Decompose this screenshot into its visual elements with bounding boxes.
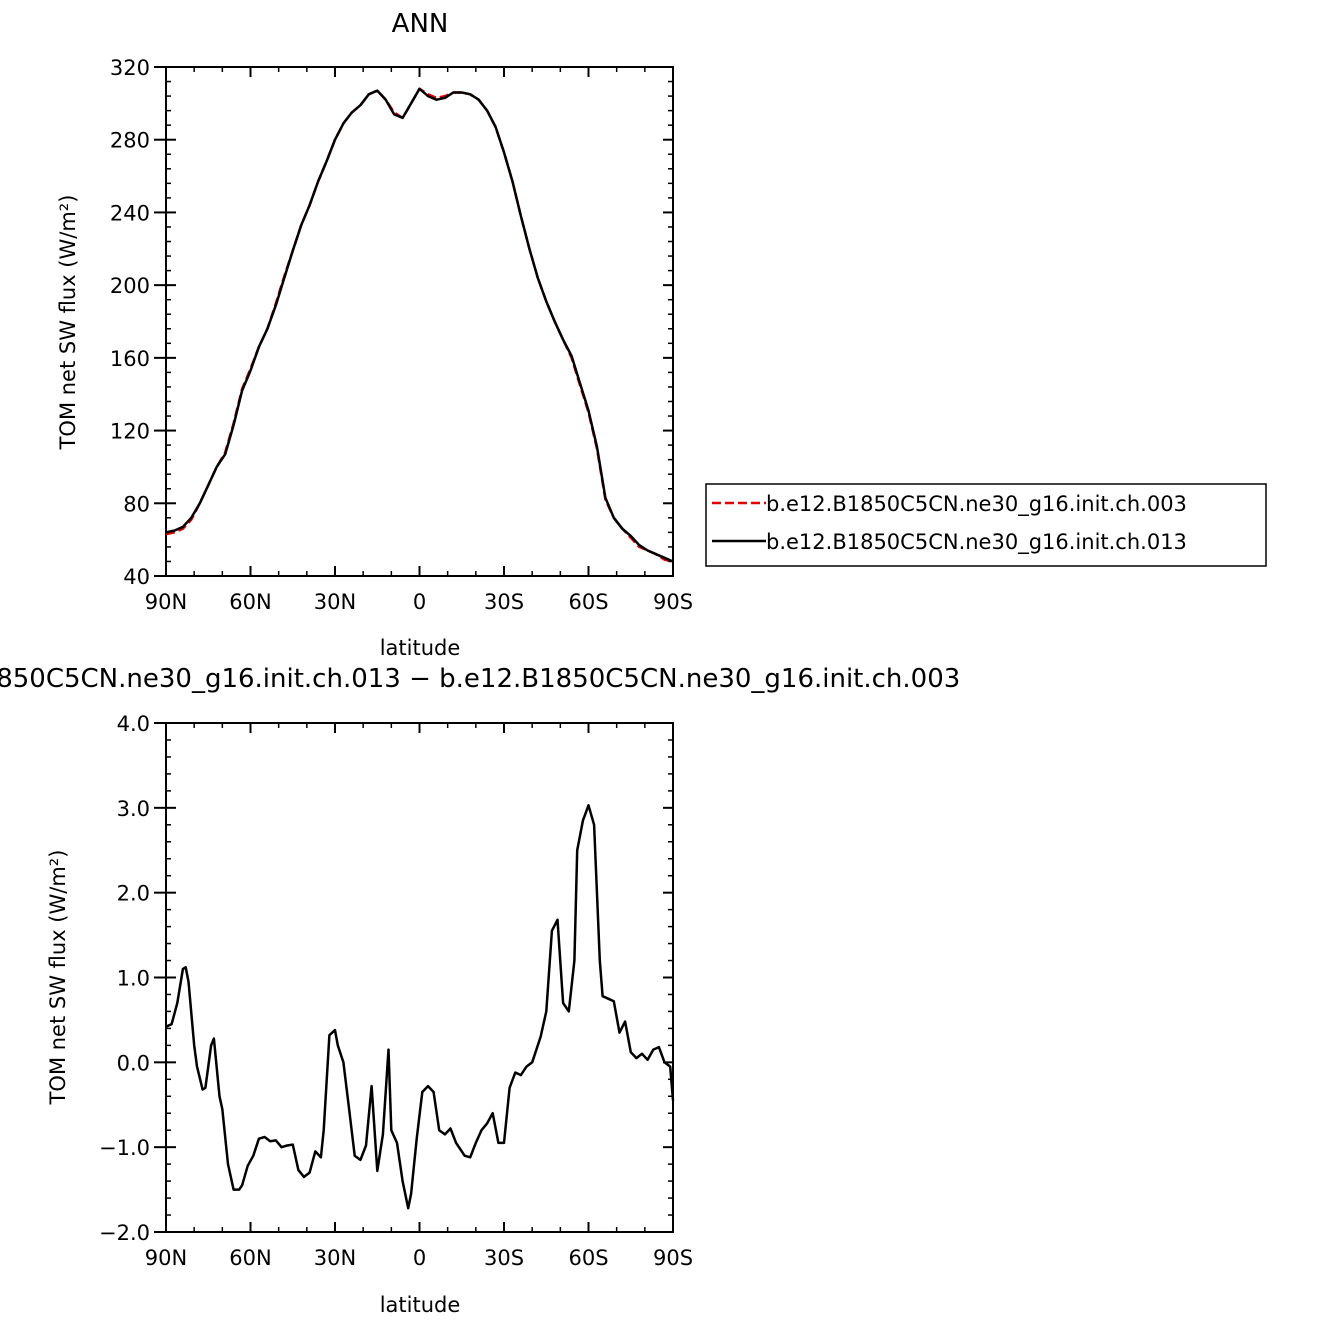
bottom-y-axis-label: TOM net SW flux (W/m²) xyxy=(46,850,70,1106)
bottom-y-tick-label: 4.0 xyxy=(117,712,150,736)
top-x-tick-label: 0 xyxy=(413,590,426,614)
top-ticks: 90N 60N 30N 0 30S 60S 90S 40 80 120 160 200 240 280 32… xyxy=(110,56,693,614)
top-series-line-1 xyxy=(165,87,674,563)
bottom-chart: b.e12.B1850C5CN.ne30_g16.init.ch.013 − b… xyxy=(0,664,960,1317)
top-y-tick-label: 320 xyxy=(110,56,150,80)
top-y-tick-label: 40 xyxy=(123,565,150,589)
top-lines xyxy=(165,87,674,563)
bottom-ticks: 90N 60N 30N 0 30S 60S 90S −2.0 −1.0 0.0 1.0 2.0 3.0 4… xyxy=(99,712,693,1270)
legend-label-series-1: b.e12.B1850C5CN.ne30_g16.init.ch.003 xyxy=(766,492,1187,517)
top-x-tick-label: 90N xyxy=(145,590,187,614)
top-chart-title: ANN xyxy=(392,9,449,39)
bottom-x-tick-label: 90S xyxy=(653,1246,693,1270)
legend-label-series-2: b.e12.B1850C5CN.ne30_g16.init.ch.013 xyxy=(766,530,1187,555)
bottom-y-tick-label: 2.0 xyxy=(117,882,150,906)
bottom-x-tick-label: 30N xyxy=(314,1246,356,1270)
top-x-tick-label: 60N xyxy=(229,590,271,614)
top-plot-frame xyxy=(165,66,674,577)
top-x-axis-label: latitude xyxy=(380,636,461,660)
top-y-tick-label: 160 xyxy=(110,347,150,371)
top-x-tick-label: 30N xyxy=(314,590,356,614)
legend-box xyxy=(705,483,1267,567)
bottom-y-tick-label: 1.0 xyxy=(117,967,150,991)
bottom-x-tick-label: 0 xyxy=(413,1246,426,1270)
bottom-x-tick-label: 30S xyxy=(484,1246,524,1270)
bottom-x-tick-label: 60S xyxy=(568,1246,608,1270)
top-y-tick-label: 200 xyxy=(110,274,150,298)
bottom-series-line-1 xyxy=(165,804,675,1210)
top-y-tick-label: 280 xyxy=(110,129,150,153)
bottom-y-tick-label: −1.0 xyxy=(99,1136,150,1160)
bottom-x-tick-label: 60N xyxy=(229,1246,271,1270)
top-series-line-2 xyxy=(165,87,674,563)
bottom-x-axis-label: latitude xyxy=(380,1293,461,1317)
top-x-tick-label: 30S xyxy=(484,590,524,614)
top-chart: ANN 90N 60N 30N 0 30S 60S 90S 40 80 120 160 200 240 2… xyxy=(56,9,693,660)
bottom-y-tick-label: −2.0 xyxy=(99,1221,150,1245)
top-y-tick-label: 120 xyxy=(110,420,150,444)
bottom-x-tick-label: 90N xyxy=(145,1246,187,1270)
top-x-tick-label: 90S xyxy=(653,590,693,614)
bottom-plot-frame xyxy=(165,722,674,1233)
bottom-chart-title: b.e12.B1850C5CN.ne30_g16.init.ch.013 − b… xyxy=(0,664,960,694)
bottom-y-tick-label: 0.0 xyxy=(117,1051,150,1075)
bottom-y-tick-label: 3.0 xyxy=(117,797,150,821)
top-x-tick-label: 60S xyxy=(568,590,608,614)
top-y-axis-label: TOM net SW flux (W/m²) xyxy=(56,195,80,451)
legend: b.e12.B1850C5CN.ne30_g16.init.ch.003 b.e… xyxy=(705,483,1267,567)
top-y-tick-label: 80 xyxy=(123,492,150,516)
bottom-lines xyxy=(165,804,675,1210)
top-y-tick-label: 240 xyxy=(110,201,150,225)
